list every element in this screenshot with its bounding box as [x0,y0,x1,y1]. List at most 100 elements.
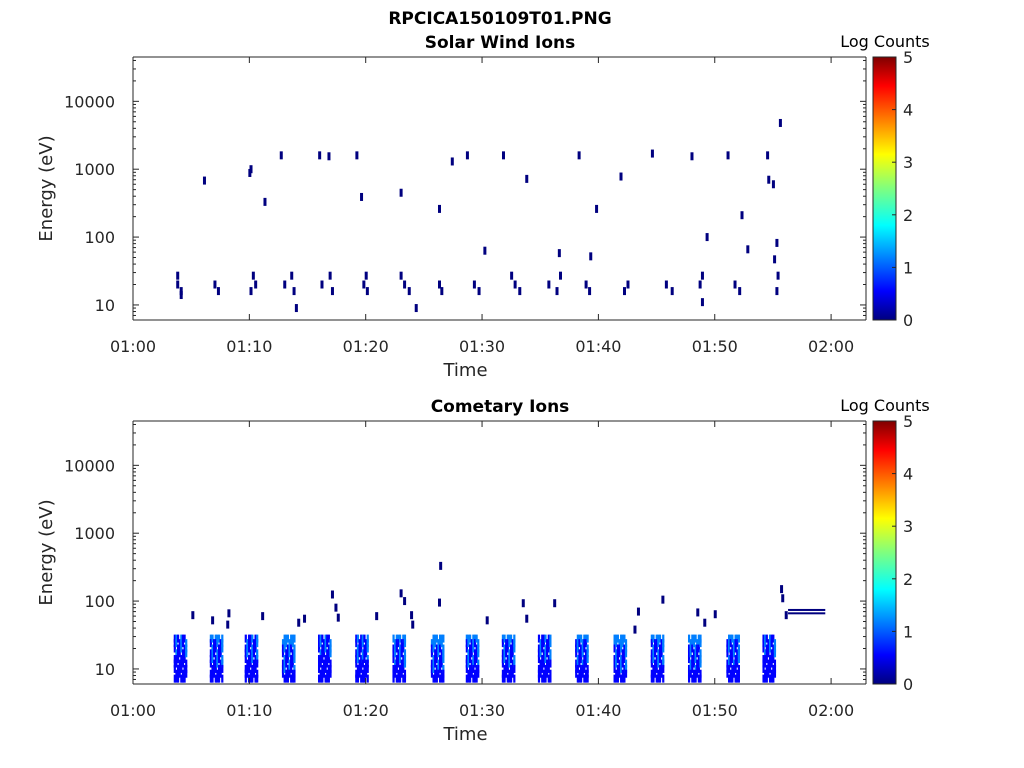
burst-cell [366,644,369,653]
burst-cell [432,655,435,664]
burst-cell [655,634,658,643]
burst-cell [329,664,332,673]
data-point [589,252,593,261]
burst-cell [400,664,403,673]
burst-cell [213,669,216,678]
burst-cell [580,674,583,683]
burst-cell [511,649,514,658]
burst-cell [469,674,472,683]
data-point [584,280,588,289]
burst-cell [613,674,616,683]
burst-cell [363,669,366,678]
burst-cell [699,669,702,678]
burst-cell [581,664,584,673]
burst-cell [736,655,739,664]
burst-cell [687,674,691,683]
burst-cell [216,649,219,658]
burst-cell [765,655,768,664]
burst-cell [397,674,400,683]
burst-cell [183,634,186,643]
burst-cell [578,634,581,643]
burst-cell [213,644,216,653]
burst-cell [692,634,696,643]
data-point [320,280,324,289]
burst-cell [403,655,407,664]
burst-cell [244,669,247,678]
data-point [636,607,640,616]
burst-cell [580,655,583,664]
burst-cell [283,659,286,668]
burst-cell [508,669,511,678]
burst-cell [576,634,579,643]
burst-cell [503,644,506,653]
burst-cell [765,649,768,658]
solar-wind-plot-area: 01:00 01:10 01:20 01:30 01:40 01:50 02:00 Time 1… [36,48,913,381]
burst-cell [176,664,180,673]
solar-wind-colorbar-label: Log Counts [840,32,930,51]
burst-cell [654,669,657,678]
burst-cell [768,634,772,643]
burst-cell [398,664,402,673]
burst-cell [392,669,395,678]
burst-cell [319,659,322,668]
burst-cell [360,659,363,668]
burst-cell [657,649,660,658]
burst-cell [736,639,739,648]
burst-cell [432,664,435,673]
burst-cell [509,674,513,683]
burst-cell [762,634,765,643]
burst-cell [366,674,369,683]
data-point [440,287,444,296]
burst-cell [329,669,332,678]
burst-cell [687,644,691,653]
data-marks [176,118,782,313]
burst-cell [214,655,217,664]
data-point [403,280,407,289]
burst-cell [505,659,508,668]
burst-cell [506,634,509,643]
burst-cell [283,644,286,653]
burst-cell [728,655,731,664]
burst-cell [583,664,586,673]
burst-cell [440,639,443,648]
burst-cell [615,669,618,678]
burst-cell [180,634,183,643]
burst-cell [361,639,364,648]
burst-cell [256,639,259,648]
burst-cell [283,639,286,648]
colorbar [872,56,897,321]
burst-cell [509,649,513,658]
burst-cell [473,674,477,683]
burst-cell [402,634,405,643]
burst-cell [246,669,249,678]
burst-cell [285,649,288,658]
burst-cell [395,644,398,653]
data-point [670,287,674,296]
burst-cell [542,649,545,658]
data-point [771,180,775,189]
burst-cell [687,655,691,664]
burst-cell [729,669,732,678]
data-point [399,271,403,280]
burst-cell [503,674,506,683]
burst-cell [509,664,513,673]
data-point [525,614,529,623]
data-point [399,188,403,197]
burst-cell [288,669,291,678]
burst-cell [620,674,623,683]
burst-cell [503,655,506,664]
burst-cell [434,659,437,668]
burst-cell [470,659,473,668]
burst-cell [505,639,508,648]
colorbar-tick-label: 3 [903,153,913,172]
burst-cell [615,639,618,648]
burst-cell [400,639,403,648]
data-point [773,255,777,264]
burst-cell [734,644,737,653]
burst-cell [616,655,619,664]
burst-cell [244,634,247,643]
burst-cell [329,644,332,653]
burst-cell [762,674,765,683]
burst-cell [578,674,581,683]
burst-cell [513,664,516,673]
